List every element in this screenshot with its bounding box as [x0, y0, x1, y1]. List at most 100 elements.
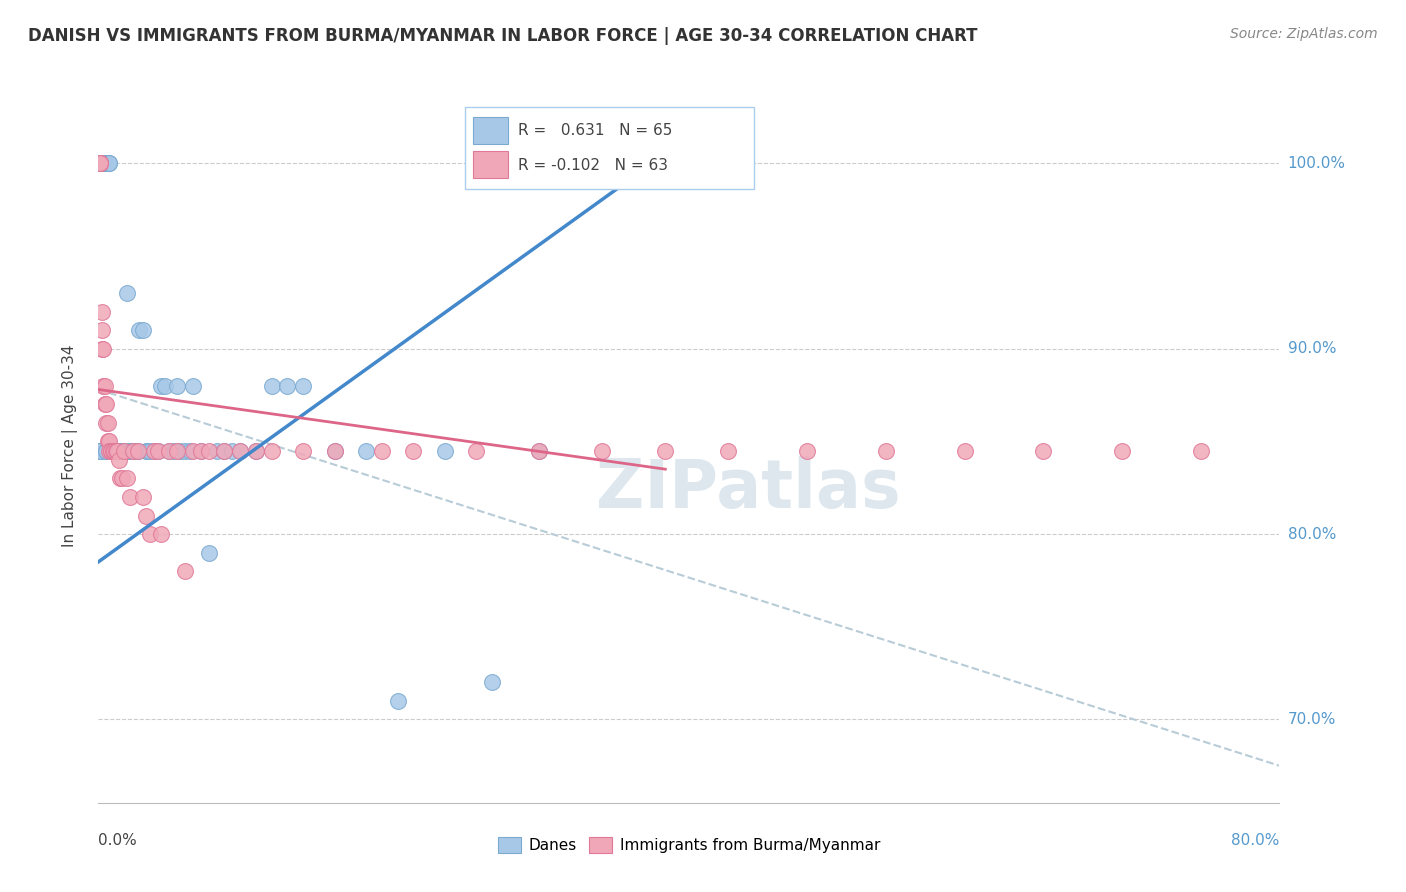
Text: R =   0.631   N = 65: R = 0.631 N = 65 [517, 123, 672, 138]
Point [205, 443, 228, 458]
Point [118, 490, 141, 504]
Point [112, 443, 135, 458]
Point [91, 342, 114, 356]
Point [128, 323, 150, 337]
Point [89, 156, 111, 170]
Point [875, 443, 897, 458]
Point [89, 156, 111, 170]
FancyBboxPatch shape [472, 117, 508, 145]
Point [101, 443, 124, 458]
Point [142, 443, 165, 458]
Text: 90.0%: 90.0% [1288, 342, 1336, 356]
Text: 100.0%: 100.0% [1288, 156, 1346, 171]
Point [96, 397, 118, 411]
Point [529, 443, 551, 458]
Point [103, 443, 125, 458]
Text: Source: ZipAtlas.com: Source: ZipAtlas.com [1230, 27, 1378, 41]
Point [260, 378, 283, 392]
Point [591, 443, 613, 458]
Point [157, 443, 180, 458]
Point [117, 443, 139, 458]
Point [122, 443, 145, 458]
Point [111, 443, 134, 458]
Point [115, 286, 138, 301]
Point [105, 443, 128, 458]
Point [142, 443, 165, 458]
Point [90, 156, 112, 170]
Point [101, 443, 124, 458]
Point [433, 443, 456, 458]
Point [148, 443, 170, 458]
Point [97, 434, 120, 449]
Point [104, 443, 127, 458]
Point [181, 378, 204, 392]
Point [103, 443, 125, 458]
Point [91, 378, 114, 392]
Point [481, 675, 503, 690]
Point [100, 443, 122, 458]
Point [157, 443, 180, 458]
Point [104, 443, 127, 458]
Point [150, 527, 173, 541]
Point [90, 304, 112, 318]
Point [197, 443, 219, 458]
Point [135, 508, 157, 523]
Legend: Danes, Immigrants from Burma/Myanmar: Danes, Immigrants from Burma/Myanmar [492, 831, 886, 859]
Point [214, 443, 236, 458]
Point [131, 490, 153, 504]
Point [1189, 443, 1212, 458]
Point [292, 378, 315, 392]
Point [97, 156, 120, 170]
Point [354, 443, 377, 458]
Point [323, 443, 346, 458]
Point [98, 434, 121, 449]
Point [97, 156, 120, 170]
Point [93, 378, 115, 392]
Point [229, 443, 252, 458]
Point [1032, 443, 1054, 458]
Point [371, 443, 394, 458]
Point [163, 443, 186, 458]
Point [89, 156, 111, 170]
Text: ZIPatlas: ZIPatlas [596, 456, 900, 522]
Point [166, 378, 188, 392]
Point [953, 443, 976, 458]
Point [796, 443, 818, 458]
Point [717, 443, 740, 458]
Point [93, 156, 115, 170]
Point [127, 443, 149, 458]
Point [190, 443, 212, 458]
Point [292, 443, 315, 458]
Point [98, 156, 121, 170]
Text: 80.0%: 80.0% [1288, 526, 1336, 541]
Point [89, 443, 111, 458]
Point [108, 453, 131, 467]
Point [90, 156, 112, 170]
Point [110, 443, 132, 458]
Point [135, 443, 157, 458]
Point [98, 443, 121, 458]
Point [96, 443, 118, 458]
Text: R = -0.102   N = 63: R = -0.102 N = 63 [517, 158, 668, 173]
Point [91, 156, 114, 170]
FancyBboxPatch shape [464, 107, 754, 189]
Text: 70.0%: 70.0% [1288, 712, 1336, 727]
Y-axis label: In Labor Force | Age 30-34: In Labor Force | Age 30-34 [62, 344, 77, 548]
Point [93, 397, 115, 411]
Point [169, 443, 191, 458]
Point [115, 471, 138, 485]
Point [529, 443, 551, 458]
Point [136, 443, 159, 458]
Point [97, 416, 120, 430]
Point [214, 443, 236, 458]
Point [127, 443, 149, 458]
Point [153, 378, 176, 392]
Text: 0.0%: 0.0% [98, 833, 138, 848]
Point [121, 443, 143, 458]
Point [110, 471, 132, 485]
Point [179, 443, 201, 458]
Text: DANISH VS IMMIGRANTS FROM BURMA/MYANMAR IN LABOR FORCE | AGE 30-34 CORRELATION C: DANISH VS IMMIGRANTS FROM BURMA/MYANMAR … [28, 27, 977, 45]
Point [465, 443, 488, 458]
Point [139, 443, 162, 458]
Point [148, 443, 170, 458]
